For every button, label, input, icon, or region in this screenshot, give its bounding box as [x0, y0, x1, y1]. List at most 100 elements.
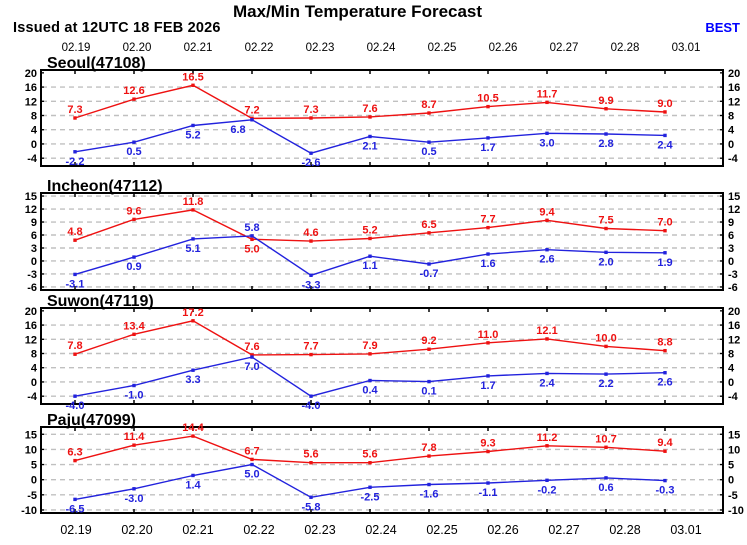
top-date-label: 02.20	[123, 42, 152, 54]
value-label: 12.1	[536, 325, 557, 337]
value-label: 14.4	[182, 422, 204, 434]
y-tick-label-right: -10	[728, 505, 744, 517]
station-label: Suwon(47119)	[47, 293, 154, 310]
value-label: -3.3	[302, 279, 321, 291]
data-point-marker	[604, 344, 608, 349]
data-point-marker	[545, 248, 549, 252]
data-point-marker	[309, 239, 313, 243]
y-tick-label-left: 12	[25, 334, 37, 346]
data-point-marker	[191, 123, 195, 128]
value-label: -2.6	[302, 157, 321, 169]
data-point-marker	[73, 238, 77, 242]
data-point-marker	[309, 273, 313, 277]
y-tick-label-right: 16	[728, 320, 740, 332]
panel-border	[40, 69, 724, 167]
best-link[interactable]: BEST	[705, 20, 740, 35]
value-label: 2.4	[657, 139, 673, 151]
data-point-marker	[663, 478, 667, 483]
value-label: 4.6	[303, 227, 318, 239]
data-point-marker	[663, 251, 667, 255]
y-tick-label-left: -3	[27, 269, 37, 281]
value-label: 6.8	[230, 124, 245, 136]
y-tick-label-right: 20	[728, 306, 740, 318]
y-tick-label-right: 20	[728, 68, 740, 80]
value-label: 17.2	[182, 307, 203, 319]
value-label: 7.0	[657, 217, 672, 229]
data-point-marker	[309, 151, 313, 155]
data-point-marker	[250, 353, 254, 357]
y-tick-label-left: 4	[31, 363, 38, 375]
value-label: 5.6	[303, 449, 318, 461]
y-tick-label-right: 12	[728, 96, 740, 108]
value-label: 7.3	[67, 104, 82, 116]
data-point-marker	[427, 140, 431, 144]
value-label: 2.2	[598, 378, 613, 390]
data-point-marker	[191, 237, 195, 241]
bottom-date-label: 02.22	[243, 523, 274, 537]
data-point-marker	[663, 348, 667, 353]
value-label: 1.7	[480, 142, 495, 154]
data-point-marker	[486, 104, 490, 109]
data-point-marker	[309, 495, 313, 499]
x-ticks	[74, 70, 666, 166]
value-label: 7.0	[244, 361, 259, 373]
data-point-marker	[73, 116, 77, 120]
data-point-marker	[132, 217, 136, 222]
y-tick-label-left: 0	[31, 475, 37, 487]
value-label: 3.3	[185, 374, 200, 386]
gridlines	[42, 86, 722, 159]
value-label: 0.6	[598, 482, 613, 494]
data-point-marker	[604, 372, 608, 376]
value-label: -3.0	[125, 493, 144, 505]
y-tick-label-right: -4	[728, 391, 739, 403]
value-label: 9.2	[421, 335, 436, 347]
value-label: 6.5	[421, 219, 436, 231]
bottom-date-label: 03.01	[670, 523, 701, 537]
data-point-marker	[368, 461, 372, 465]
data-point-marker	[486, 449, 490, 454]
data-point-marker	[73, 394, 77, 398]
value-label: -3.1	[66, 278, 85, 290]
y-tick-label-left: 4	[31, 125, 38, 137]
y-tick-label-left: 15	[25, 429, 37, 441]
bottom-date-label: 02.26	[487, 523, 518, 537]
value-label: 2.0	[598, 256, 613, 268]
value-label: 1.4	[185, 479, 201, 491]
data-point-marker	[604, 226, 608, 231]
data-point-marker	[545, 371, 549, 376]
data-point-marker	[368, 134, 372, 139]
y-tick-label-left: 8	[31, 111, 37, 123]
data-point-marker	[604, 476, 608, 480]
value-label: 13.4	[123, 320, 145, 332]
value-label: 5.8	[244, 222, 259, 234]
value-label: 9.4	[539, 206, 555, 218]
bottom-date-label: 02.24	[365, 523, 396, 537]
x-ticks	[74, 193, 666, 290]
data-point-marker	[486, 252, 490, 256]
y-axis-labels: 15 15 10 10 5 5 0 0 -5 -5 -10 -10	[21, 429, 744, 517]
value-label: 11.7	[537, 88, 558, 100]
top-date-label: 02.26	[489, 42, 518, 54]
value-label: 2.8	[598, 138, 613, 150]
value-label: 0.9	[126, 261, 141, 273]
gridlines	[42, 195, 722, 288]
value-label: -5.8	[302, 501, 321, 513]
data-point-marker	[486, 481, 490, 485]
data-point-marker	[663, 133, 667, 138]
min-temperature-series: -4.0 -1.0 3.3 7.0 -4.0 0.4 0.1 1.7 2.4 2.2 2.6	[66, 355, 673, 412]
value-label: 0.1	[421, 386, 436, 398]
y-tick-label-right: 0	[728, 475, 734, 487]
value-label: -2.2	[66, 156, 85, 168]
top-date-label: 02.25	[428, 42, 457, 54]
top-date-label: 02.19	[62, 42, 91, 54]
min-temperature-series: -2.2 0.5 5.2 6.8 -2.6 2.1 0.5 1.7 3.0 2.8 2.4	[66, 118, 674, 169]
min-temperature-series: -6.5 -3.0 1.4 5.0 -5.8 -2.5 -1.6 -1.1 -0.2 0.6 -0.…	[66, 462, 674, 515]
data-point-marker	[132, 332, 136, 337]
value-label: 7.7	[303, 341, 318, 353]
value-label: 11.2	[537, 432, 558, 444]
panel-paju: Paju(47099) 15 15 10 10 5 5 0 0 -5 -5 -10 -10 6.3 11.4…	[21, 412, 744, 517]
value-label: 7.6	[362, 103, 377, 115]
y-tick-label-right: 6	[728, 230, 734, 242]
value-label: 2.6	[657, 377, 672, 389]
